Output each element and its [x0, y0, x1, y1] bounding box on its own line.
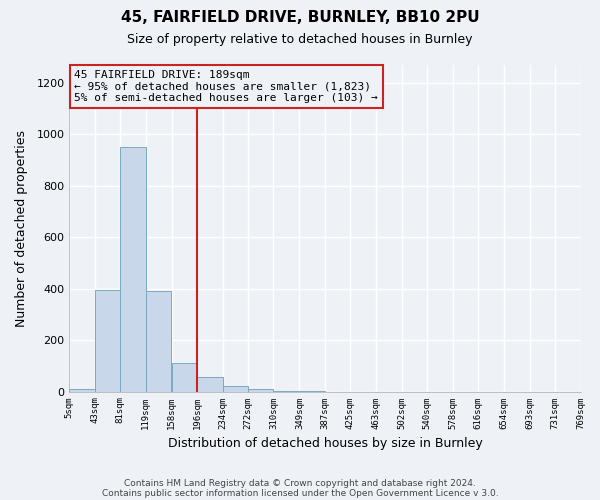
Bar [70, 389, 95, 392]
Bar [274, 391, 299, 392]
Bar [146, 292, 171, 392]
X-axis label: Distribution of detached houses by size in Burnley: Distribution of detached houses by size … [167, 437, 482, 450]
Bar [248, 390, 274, 392]
Bar [172, 364, 197, 392]
Text: 45 FAIRFIELD DRIVE: 189sqm
← 95% of detached houses are smaller (1,823)
5% of se: 45 FAIRFIELD DRIVE: 189sqm ← 95% of deta… [74, 70, 378, 103]
Bar [197, 378, 223, 392]
Text: 45, FAIRFIELD DRIVE, BURNLEY, BB10 2PU: 45, FAIRFIELD DRIVE, BURNLEY, BB10 2PU [121, 10, 479, 25]
Text: Size of property relative to detached houses in Burnley: Size of property relative to detached ho… [127, 32, 473, 46]
Y-axis label: Number of detached properties: Number of detached properties [15, 130, 28, 327]
Text: Contains HM Land Registry data © Crown copyright and database right 2024.: Contains HM Land Registry data © Crown c… [124, 478, 476, 488]
Text: Contains public sector information licensed under the Open Government Licence v : Contains public sector information licen… [101, 488, 499, 498]
Bar [95, 290, 120, 392]
Bar [223, 386, 248, 392]
Bar [120, 148, 146, 392]
